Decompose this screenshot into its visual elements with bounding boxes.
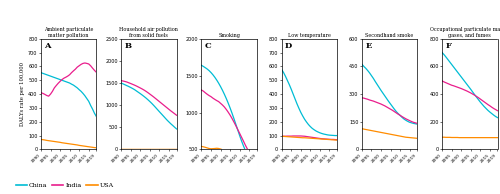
Title: Smoking: Smoking (218, 33, 240, 38)
Title: Low temperature: Low temperature (288, 33, 331, 38)
Title: Ambient particulate
matter pollution: Ambient particulate matter pollution (44, 27, 94, 38)
Title: Secondhand smoke: Secondhand smoke (366, 33, 414, 38)
Text: E: E (366, 42, 372, 50)
Text: D: D (285, 42, 292, 50)
Title: Household air pollution
from solid fuels: Household air pollution from solid fuels (120, 27, 178, 38)
Text: A: A (44, 42, 51, 50)
Text: F: F (446, 42, 452, 50)
Title: Occupational particulate matter,
gases, and fumes: Occupational particulate matter, gases, … (430, 27, 500, 38)
Legend: China, India, USA: China, India, USA (13, 180, 116, 191)
Text: C: C (205, 42, 212, 50)
Y-axis label: DALYs rate per 100,000: DALYs rate per 100,000 (20, 62, 25, 126)
Text: B: B (124, 42, 132, 50)
